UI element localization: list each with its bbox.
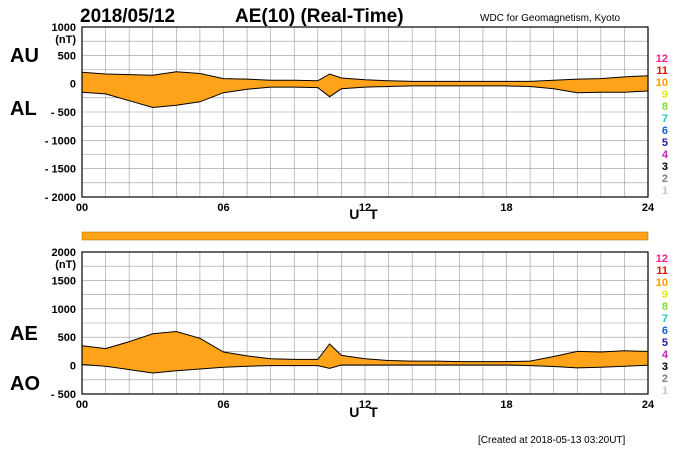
- index-label-ao: AO: [10, 373, 40, 395]
- station-count-label: 3: [662, 361, 668, 373]
- envelope-fill: [82, 331, 648, 373]
- x-tick-label: 24: [642, 202, 655, 214]
- x-tick-label: 12: [359, 399, 371, 411]
- station-count-label: 3: [662, 161, 668, 173]
- x-tick-label: 12: [359, 202, 371, 214]
- station-count-label: 2: [662, 373, 668, 385]
- created-timestamp: [Created at 2018-05-13 03:20UT]: [478, 435, 626, 446]
- y-tick-label: - 2000: [45, 192, 76, 204]
- y-tick-label: 2000: [52, 247, 76, 259]
- station-count-label: 8: [662, 101, 668, 113]
- x-tick-label: 24: [642, 399, 655, 411]
- index-label-ae: AE: [10, 323, 38, 345]
- y-tick-label: 500: [58, 332, 76, 344]
- y-axis-unit: (nT): [55, 34, 76, 46]
- au-al-panel: 1000 500 0 - 500 - 1000 - 1500 - 2000 (nT) 00 06 1…: [10, 22, 669, 222]
- source-label: WDC for Geomagnetism, Kyoto: [480, 13, 620, 24]
- plot-frame: [81, 251, 649, 395]
- y-tick-label: 1500: [52, 275, 76, 287]
- station-count-label: 4: [662, 349, 669, 361]
- x-tick-label: 06: [217, 399, 229, 411]
- station-count-label: 4: [662, 149, 669, 161]
- station-count-label: 1: [662, 385, 668, 397]
- station-count-label: 10: [656, 277, 668, 289]
- station-count-label: 12: [656, 253, 668, 265]
- index-label-al: AL: [10, 98, 37, 120]
- index-title: AE(10) (Real-Time): [235, 6, 404, 27]
- envelope-fill: [82, 71, 648, 108]
- station-count-label: 2: [662, 173, 668, 185]
- y-tick-label: - 500: [51, 389, 76, 401]
- station-count-label: 11: [656, 65, 668, 77]
- series-line-au: [81, 71, 649, 82]
- y-tick-label: - 1000: [45, 135, 76, 147]
- x-tick-label: 18: [500, 202, 512, 214]
- series-line-ae: [81, 330, 649, 363]
- x-tick-label: 18: [500, 399, 512, 411]
- date-title: 2018/05/12: [80, 6, 175, 27]
- station-count-label: 8: [662, 301, 668, 313]
- station-count-label: 9: [662, 89, 668, 101]
- station-count-label: 6: [662, 125, 668, 137]
- station-count-label: 7: [662, 313, 668, 325]
- station-count-label: 5: [662, 137, 668, 149]
- x-tick-label: 00: [76, 202, 88, 214]
- y-tick-label: 0: [70, 79, 76, 91]
- station-count-label: 6: [662, 325, 668, 337]
- station-count-label: 7: [662, 113, 668, 125]
- index-label-au: AU: [10, 45, 39, 67]
- station-count-label: 1: [662, 185, 668, 197]
- x-tick-label: 00: [76, 399, 88, 411]
- y-axis-unit: (nT): [55, 259, 76, 271]
- series-line-al: [81, 85, 649, 109]
- station-count-label: 9: [662, 289, 668, 301]
- y-tick-label: 500: [58, 50, 76, 62]
- station-count-label: 12: [656, 53, 668, 65]
- y-tick-label: 1000: [52, 304, 76, 316]
- data-coverage-bar: [81, 231, 649, 241]
- plot-frame: [81, 26, 649, 198]
- x-axis-title: U T: [349, 206, 381, 222]
- station-count-label: 10: [656, 77, 668, 89]
- station-count-label: 11: [656, 265, 668, 277]
- y-tick-label: 1000: [52, 22, 76, 34]
- y-tick-label: 0: [70, 361, 76, 373]
- x-tick-label: 06: [217, 202, 229, 214]
- y-tick-label: - 1500: [45, 164, 76, 176]
- y-tick-label: - 500: [51, 107, 76, 119]
- series-line-ao: [81, 364, 649, 374]
- x-axis-title: U T: [349, 404, 381, 420]
- station-count-label: 5: [662, 337, 668, 349]
